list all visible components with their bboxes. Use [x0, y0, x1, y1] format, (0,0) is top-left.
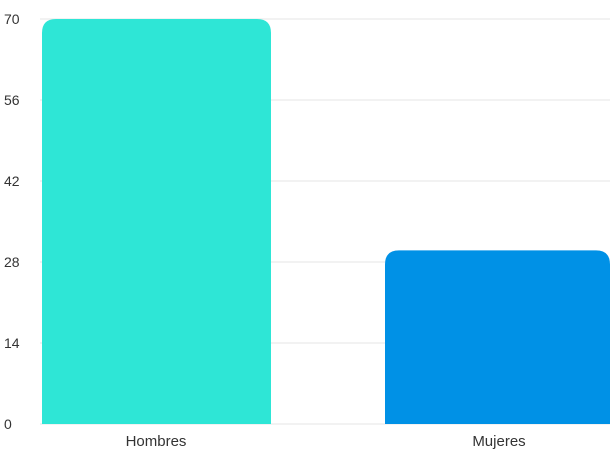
y-tick-label: 42 — [4, 173, 20, 189]
y-tick-label: 14 — [4, 335, 20, 351]
bars — [42, 19, 610, 424]
x-category-label: Hombres — [126, 433, 187, 450]
y-tick-label: 28 — [4, 254, 20, 270]
y-axis-ticks: 0 14 28 42 56 70 — [4, 11, 20, 432]
x-axis-labels: Hombres Mujeres — [126, 433, 526, 450]
y-tick-label: 56 — [4, 92, 20, 108]
y-tick-label: 0 — [4, 416, 12, 432]
y-tick-label: 70 — [4, 11, 20, 27]
x-category-label: Mujeres — [472, 433, 525, 450]
bar-mujeres — [385, 250, 610, 424]
bar-hombres — [42, 19, 271, 424]
